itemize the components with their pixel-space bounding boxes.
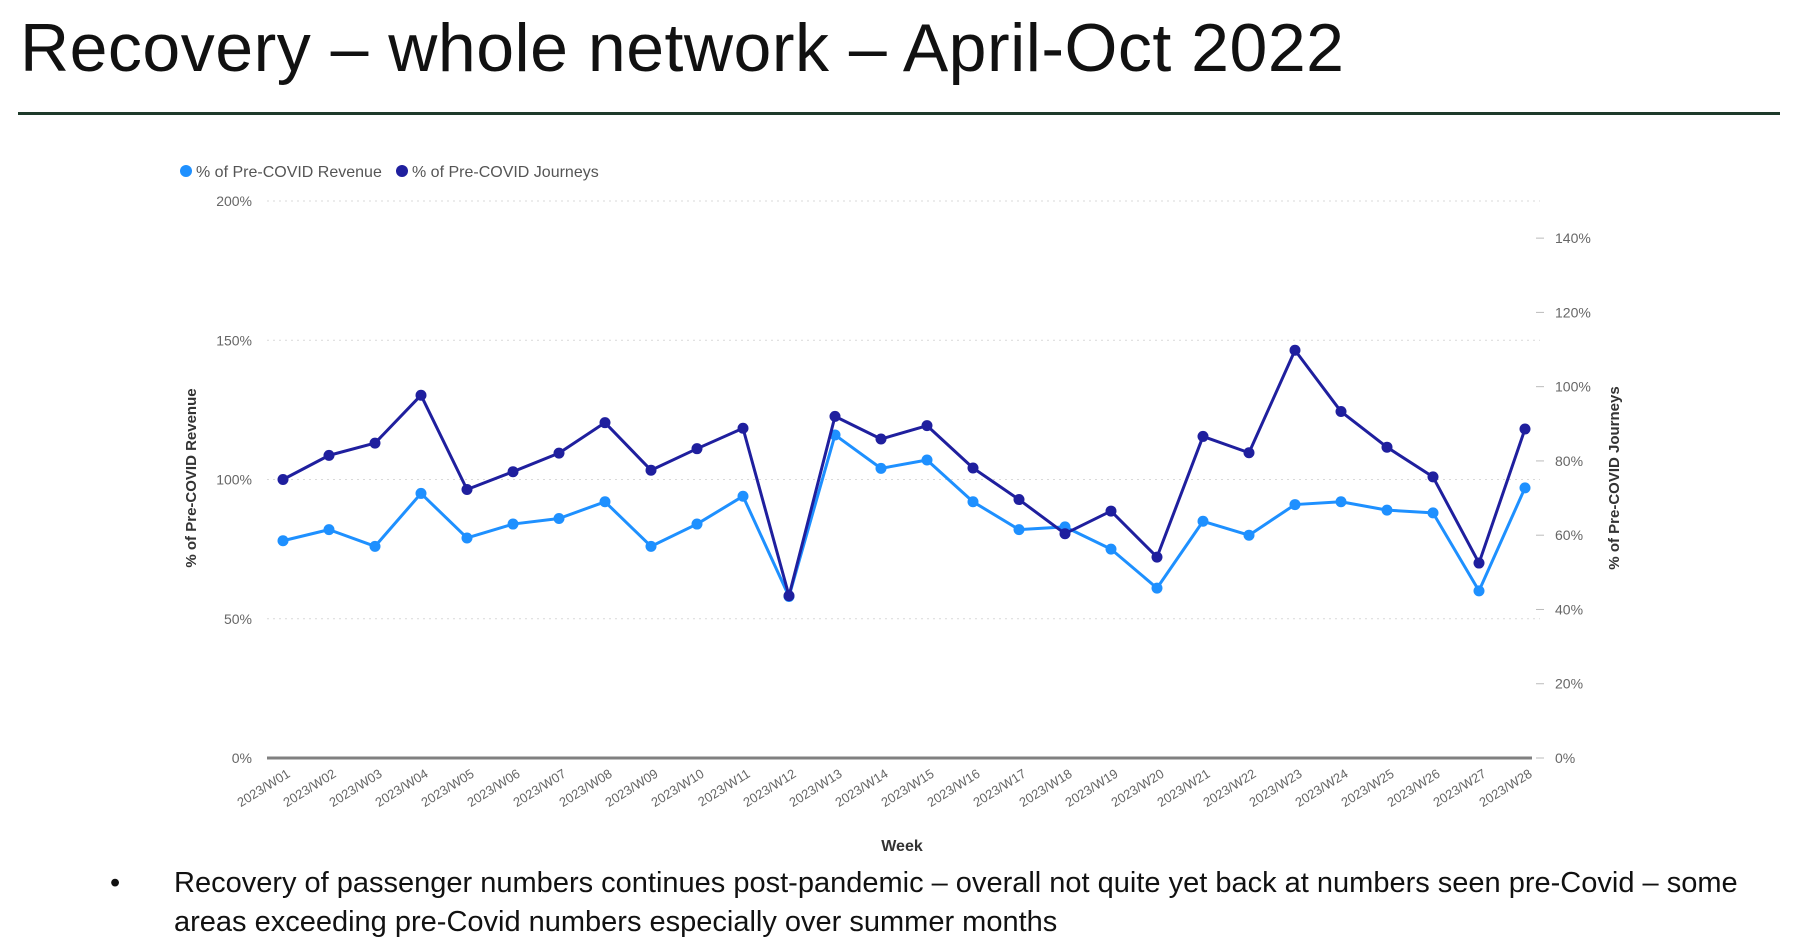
revenue-data-point[interactable]	[1243, 529, 1255, 541]
revenue-data-point[interactable]	[369, 540, 381, 552]
revenue-data-point[interactable]	[277, 535, 289, 547]
revenue-data-point[interactable]	[1473, 585, 1485, 597]
revenue-data-point[interactable]	[1197, 515, 1209, 527]
legend-label-revenue[interactable]: % of Pre-COVID Revenue	[196, 164, 382, 181]
revenue-data-point[interactable]	[1289, 499, 1301, 511]
bullet-marker: •	[110, 867, 121, 899]
journeys-data-point[interactable]	[875, 433, 887, 445]
journeys-data-point[interactable]	[277, 474, 289, 485]
y-axis-right-title: % of Pre-COVID Journeys	[1606, 386, 1623, 569]
y-right-tick-label: 80%	[1555, 453, 1583, 469]
journeys-data-point[interactable]	[1427, 471, 1439, 483]
y-right-tick-label: 0%	[1555, 750, 1575, 766]
y-right-tick-label: 140%	[1555, 230, 1591, 246]
y-left-tick-label: 100%	[216, 472, 252, 488]
journeys-data-point[interactable]	[1381, 441, 1393, 453]
slide-title: Recovery – whole network – April-Oct 202…	[20, 10, 1345, 86]
revenue-data-point[interactable]	[1427, 507, 1439, 519]
revenue-data-point[interactable]	[1105, 543, 1117, 555]
y-right-tick-label: 20%	[1555, 676, 1583, 692]
x-axis-title: Week	[881, 838, 923, 855]
revenue-data-point[interactable]	[553, 512, 565, 524]
y-right-tick-label: 40%	[1555, 601, 1583, 617]
journeys-data-point[interactable]	[1013, 494, 1025, 506]
journeys-data-point[interactable]	[645, 464, 657, 476]
journeys-data-point[interactable]	[461, 484, 473, 496]
bullet-text: Recovery of passenger numbers continues …	[174, 867, 1738, 938]
journeys-data-point[interactable]	[1105, 505, 1117, 517]
journeys-data-point[interactable]	[369, 437, 381, 449]
y-right-tick-label: 100%	[1555, 379, 1591, 395]
title-divider	[18, 112, 1780, 115]
revenue-data-point[interactable]	[645, 540, 657, 552]
journeys-data-point[interactable]	[1059, 528, 1071, 540]
journeys-data-point[interactable]	[691, 443, 703, 455]
journeys-data-point[interactable]	[921, 420, 933, 432]
journeys-data-point[interactable]	[967, 462, 979, 474]
revenue-data-point[interactable]	[507, 518, 519, 530]
journeys-data-point[interactable]	[323, 449, 335, 461]
journeys-series-line	[282, 348, 1527, 598]
left-axis: 0% 50% 100% 150% 200%	[216, 193, 252, 766]
bullet-list: • Recovery of passenger numbers continue…	[110, 864, 1750, 942]
revenue-data-point[interactable]	[415, 487, 427, 499]
right-axis: 0% 20% 40% 60% 80% 100% 120% 140%	[1536, 230, 1591, 766]
revenue-data-point[interactable]	[1381, 504, 1393, 516]
revenue-data-point[interactable]	[875, 462, 887, 474]
y-left-tick-label: 150%	[216, 332, 252, 348]
x-tick-label: 2023/W10	[648, 766, 706, 810]
bullet-item: • Recovery of passenger numbers continue…	[110, 864, 1750, 942]
gridlines	[267, 200, 1540, 620]
revenue-data-point[interactable]	[921, 454, 933, 466]
legend-marker-revenue	[180, 165, 192, 177]
journeys-data-point[interactable]	[783, 590, 795, 602]
journeys-data-point[interactable]	[737, 422, 749, 434]
legend-marker-journeys	[396, 165, 408, 177]
y-left-tick-label: 200%	[216, 193, 252, 209]
journeys-data-point[interactable]	[1289, 344, 1301, 356]
revenue-data-point[interactable]	[1013, 524, 1025, 536]
revenue-data-point[interactable]	[323, 524, 335, 536]
revenue-series-line	[282, 433, 1527, 598]
y-right-tick-label: 60%	[1555, 527, 1583, 543]
revenue-data-point[interactable]	[691, 518, 703, 530]
x-axis: 2023/W012023/W022023/W032023/W042023/W05…	[234, 756, 1535, 810]
revenue-data-point[interactable]	[599, 496, 611, 508]
journeys-data-point[interactable]	[415, 389, 427, 401]
journeys-data-point[interactable]	[553, 447, 565, 459]
y-right-tick-label: 120%	[1555, 304, 1591, 320]
revenue-data-point[interactable]	[461, 532, 473, 544]
revenue-data-point[interactable]	[737, 490, 749, 502]
y-left-tick-label: 50%	[224, 611, 252, 627]
y-left-tick-label: 0%	[232, 750, 252, 766]
legend-label-journeys[interactable]: % of Pre-COVID Journeys	[412, 164, 599, 181]
revenue-data-point[interactable]	[1335, 496, 1347, 508]
journeys-data-point[interactable]	[829, 410, 841, 422]
journeys-data-point[interactable]	[1519, 423, 1531, 435]
journeys-data-point[interactable]	[599, 417, 611, 429]
revenue-data-point[interactable]	[967, 496, 979, 508]
journeys-data-point[interactable]	[1197, 430, 1209, 442]
line-chart: % of Pre-COVID Revenue % of Pre-COVID Jo…	[180, 164, 1623, 855]
journeys-data-point[interactable]	[507, 466, 519, 478]
journeys-data-point[interactable]	[1243, 447, 1255, 459]
chart-legend: % of Pre-COVID Revenue % of Pre-COVID Jo…	[180, 164, 599, 181]
y-axis-left-title: % of Pre-COVID Revenue	[183, 388, 200, 567]
series-layer	[277, 344, 1531, 602]
journeys-data-point[interactable]	[1151, 551, 1163, 563]
journeys-data-point[interactable]	[1473, 557, 1485, 569]
revenue-data-point[interactable]	[1151, 582, 1163, 594]
revenue-data-point[interactable]	[1519, 482, 1531, 494]
journeys-data-point[interactable]	[1335, 406, 1347, 418]
x-tick-label: 2023/W28	[1476, 766, 1534, 810]
